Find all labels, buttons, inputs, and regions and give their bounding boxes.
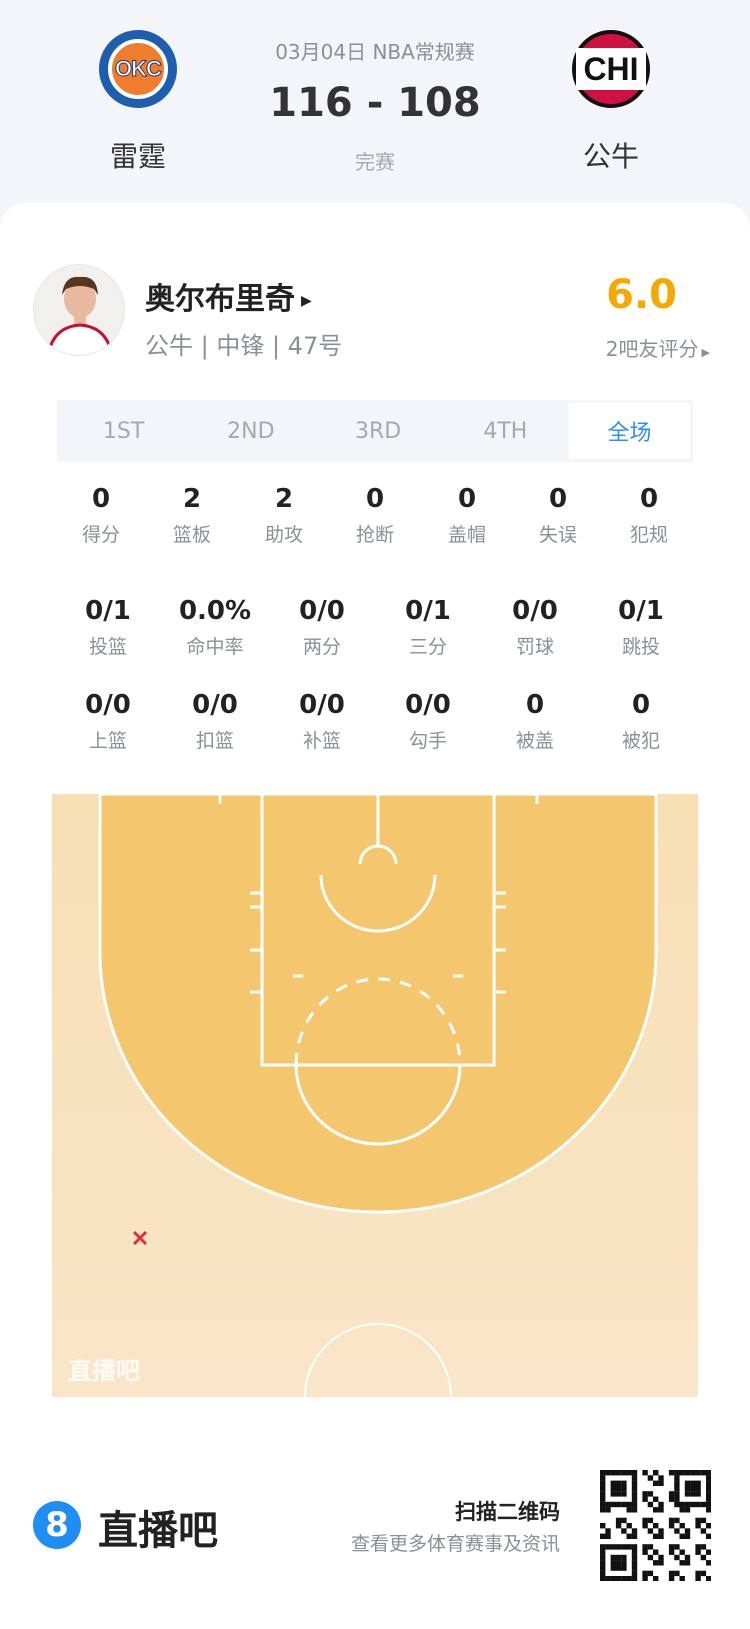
brand-name: 直播吧: [98, 1508, 218, 1554]
player-info: 公牛 | 中锋 | 47号: [145, 332, 343, 360]
stat-value: 2: [274, 484, 294, 514]
stat-value: 0: [548, 484, 568, 514]
stat-label: 篮板: [172, 524, 211, 546]
stat-label: 犯规: [629, 524, 668, 546]
stat-item: 0 被盖: [490, 690, 580, 753]
three-point-area: [98, 794, 658, 1214]
stat-label: 勾手: [408, 730, 447, 752]
stat-label: 上篮: [88, 730, 127, 752]
stat-item: 0/1 跳投: [596, 596, 686, 659]
stat-value: 0: [91, 484, 111, 514]
player-name-link[interactable]: 奥尔布里奇 ▶: [145, 274, 312, 318]
stat-item: 0/0 上篮: [63, 690, 153, 753]
stat-value: 0/1: [85, 596, 131, 626]
stat-label: 两分: [302, 636, 341, 658]
player-avatar[interactable]: [33, 264, 125, 356]
stat-item: 0 失误: [513, 484, 603, 547]
stat-value: 0: [525, 690, 545, 720]
stat-item: 0/0 罚球: [490, 596, 580, 659]
court-lines: [218, 794, 539, 1397]
stat-item: 0/0 扣篮: [170, 690, 260, 753]
tab-full-game[interactable]: 全场: [569, 403, 690, 459]
scan-subtitle: 查看更多体育赛事及资讯: [350, 1533, 560, 1555]
stat-label: 盖帽: [447, 524, 486, 546]
tab-4th[interactable]: 4TH: [483, 418, 528, 444]
stat-value: 0/0: [405, 690, 451, 720]
shot-miss-marker: [132, 1230, 148, 1246]
game-date-league: 03月04日 NBA常规赛: [275, 40, 475, 64]
stat-item: 2 篮板: [147, 484, 237, 547]
stat-label: 跳投: [621, 636, 660, 658]
away-team-name[interactable]: 公牛: [582, 140, 639, 173]
stat-value: 2: [182, 484, 202, 514]
tab-2nd[interactable]: 2ND: [227, 418, 275, 444]
stat-value: 0/0: [85, 690, 131, 720]
stat-item: 0 被犯: [596, 690, 686, 753]
tab-3rd[interactable]: 3RD: [355, 418, 402, 444]
stat-value: 0/0: [299, 596, 345, 626]
game-status: 完赛: [355, 150, 395, 174]
qr-code[interactable]: [600, 1470, 711, 1581]
stat-item: 0 犯规: [604, 484, 694, 547]
stat-label: 三分: [408, 636, 447, 658]
stat-label: 被盖: [515, 730, 554, 752]
stat-item: 0.0% 命中率: [170, 596, 260, 659]
stat-label: 抢断: [355, 524, 394, 546]
stat-label: 得分: [81, 524, 120, 546]
stat-item: 0 得分: [56, 484, 146, 547]
scan-title: 扫描二维码: [455, 1500, 560, 1524]
stat-item: 0/1 投篮: [63, 596, 153, 659]
watermark: 直播吧: [68, 1357, 140, 1385]
stat-value: 0/0: [512, 596, 558, 626]
stat-value: 0: [639, 484, 659, 514]
stat-value: 0.0%: [178, 596, 252, 626]
caret-right-icon: ▶: [701, 346, 710, 359]
period-tabs: 1ST 2ND 3RD 4TH 全场: [57, 400, 693, 462]
stat-label: 补篮: [302, 730, 341, 752]
caret-right-icon: ▶: [301, 292, 312, 309]
okc-team-logo[interactable]: OKC: [99, 30, 177, 108]
stat-item: 2 助攻: [239, 484, 329, 547]
stat-value: 0: [365, 484, 385, 514]
rating-label: 2吧友评分: [605, 337, 699, 361]
rating-link[interactable]: 2吧友评分 ▶: [606, 333, 710, 362]
stat-item: 0/0 补篮: [277, 690, 367, 753]
stat-label: 扣篮: [195, 730, 234, 752]
stat-item: 0 抢断: [330, 484, 420, 547]
stat-item: 0/0 两分: [277, 596, 367, 659]
stat-value: 0: [631, 690, 651, 720]
stat-label: 助攻: [264, 524, 303, 546]
stat-label: 罚球: [515, 636, 554, 658]
stat-value: 0/0: [192, 690, 238, 720]
player-rating: 6.0: [606, 272, 677, 318]
chi-team-logo[interactable]: CHI: [572, 30, 650, 108]
game-score: 116 - 108: [269, 80, 481, 126]
stat-label: 失误: [538, 524, 577, 546]
stat-value: 0/0: [299, 690, 345, 720]
brand-logo-icon: 8: [33, 1501, 81, 1549]
stat-label: 投篮: [88, 636, 127, 658]
home-team-name[interactable]: 雷霆: [109, 140, 166, 173]
player-name: 奥尔布里奇: [145, 282, 295, 317]
stat-value: 0/1: [405, 596, 451, 626]
tab-1st[interactable]: 1ST: [102, 418, 145, 444]
stat-value: 0/1: [618, 596, 664, 626]
stat-label: 被犯: [621, 730, 660, 752]
stat-item: 0/0 勾手: [383, 690, 473, 753]
shot-chart: 直播吧: [52, 794, 698, 1397]
stat-item: 0/1 三分: [383, 596, 473, 659]
stat-value: 0: [457, 484, 477, 514]
stat-item: 0 盖帽: [422, 484, 512, 547]
stat-label: 命中率: [186, 636, 244, 658]
